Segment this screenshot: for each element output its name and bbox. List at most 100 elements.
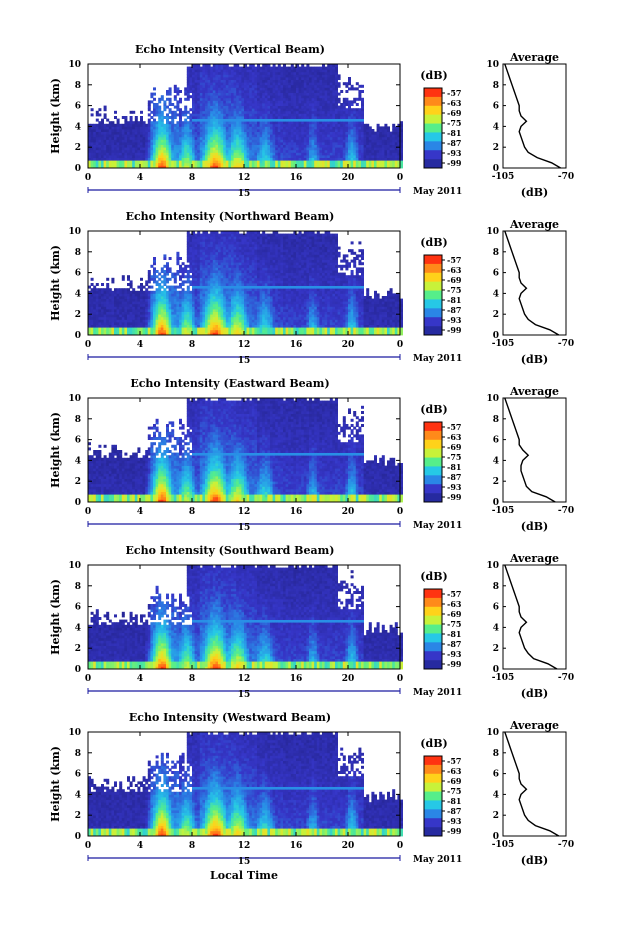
heatmap-cell bbox=[98, 129, 102, 132]
heatmap-cell bbox=[199, 285, 203, 289]
heatmap-cell bbox=[277, 108, 281, 112]
heatmap-cell bbox=[254, 87, 258, 91]
heatmap-cell bbox=[140, 129, 143, 132]
heatmap-cell bbox=[179, 264, 182, 268]
heatmap-cell bbox=[400, 139, 403, 143]
heatmap-cell bbox=[202, 118, 206, 122]
heatmap-cell bbox=[311, 165, 315, 169]
heatmap-cell bbox=[277, 118, 281, 122]
heatmap-cell bbox=[176, 126, 180, 130]
heatmap-cell bbox=[288, 152, 292, 156]
heatmap-cell bbox=[134, 303, 138, 307]
heatmap-cell bbox=[192, 296, 195, 299]
heatmap-cell bbox=[215, 69, 219, 73]
heatmap-cell bbox=[166, 329, 169, 333]
heatmap-cell bbox=[376, 160, 380, 164]
heatmap-cell bbox=[186, 149, 190, 153]
heatmap-cell bbox=[194, 87, 198, 91]
heatmap-cell bbox=[197, 244, 201, 247]
heatmap-cell bbox=[205, 90, 208, 93]
heatmap-cell bbox=[337, 126, 341, 130]
heatmap-cell bbox=[257, 155, 260, 158]
heatmap-cell bbox=[220, 157, 224, 161]
heatmap-cell bbox=[114, 296, 117, 299]
heatmap-cell bbox=[192, 165, 195, 169]
heatmap-cell bbox=[262, 108, 266, 112]
heatmap-cell bbox=[205, 288, 208, 292]
heatmap-cell bbox=[397, 165, 401, 169]
heatmap-cell bbox=[335, 110, 338, 114]
heatmap-cell bbox=[340, 116, 344, 119]
heatmap-cell bbox=[101, 324, 104, 328]
heatmap-cell bbox=[210, 147, 214, 151]
heatmap-cell bbox=[137, 155, 141, 158]
heatmap-cell bbox=[189, 267, 193, 271]
heatmap-cell bbox=[316, 100, 320, 104]
heatmap-cell bbox=[298, 66, 302, 70]
heatmap-cell bbox=[147, 149, 151, 153]
heatmap-cell bbox=[134, 311, 138, 315]
heatmap-cell bbox=[150, 303, 154, 307]
heatmap-cell bbox=[160, 298, 164, 302]
heatmap-cell bbox=[207, 142, 211, 145]
heatmap-cell bbox=[249, 97, 253, 101]
heatmap-cell bbox=[293, 136, 297, 140]
heatmap-cell bbox=[275, 152, 279, 156]
heatmap-cell bbox=[238, 142, 242, 145]
heatmap-cell bbox=[142, 290, 146, 294]
heatmap-cell bbox=[277, 79, 281, 83]
heatmap-cell bbox=[210, 131, 214, 135]
heatmap-cell bbox=[210, 241, 214, 245]
heatmap-cell bbox=[176, 332, 180, 336]
heatmap-cell bbox=[225, 92, 229, 96]
heatmap-cell bbox=[257, 103, 260, 106]
heatmap-cell bbox=[134, 118, 138, 122]
heatmap-cell bbox=[397, 152, 401, 156]
heatmap-cell bbox=[264, 82, 268, 86]
heatmap-cell bbox=[311, 118, 315, 122]
heatmap-cell bbox=[205, 160, 208, 164]
heatmap-cell bbox=[311, 100, 315, 104]
heatmap-cell bbox=[293, 110, 297, 114]
heatmap-cell bbox=[319, 147, 323, 151]
heatmap-cell bbox=[270, 149, 273, 153]
heatmap-cell bbox=[244, 82, 247, 86]
heatmap-cell bbox=[363, 152, 367, 156]
heatmap-cell bbox=[163, 165, 167, 169]
heatmap-cell bbox=[199, 241, 203, 245]
heatmap-cell bbox=[311, 90, 315, 93]
heatmap-cell bbox=[236, 105, 240, 109]
heatmap-cell bbox=[202, 108, 206, 112]
heatmap-cell bbox=[119, 144, 123, 148]
colorbar-tick-label: -81 bbox=[447, 128, 461, 138]
heatmap-cell bbox=[303, 149, 307, 153]
heatmap-cell bbox=[205, 272, 208, 276]
heatmap-cell bbox=[220, 71, 224, 75]
heatmap-cell bbox=[319, 165, 323, 169]
heatmap-cell bbox=[176, 319, 180, 323]
heatmap-cell bbox=[228, 131, 232, 135]
heatmap-cell bbox=[197, 108, 201, 112]
heatmap-cell bbox=[259, 134, 263, 138]
heatmap-cell bbox=[309, 142, 312, 145]
heatmap-cell bbox=[202, 87, 206, 91]
heatmap-cell bbox=[106, 309, 110, 312]
heatmap-cell bbox=[197, 92, 201, 96]
heatmap-cell bbox=[155, 311, 159, 315]
heatmap-cell bbox=[124, 306, 128, 310]
heatmap-cell bbox=[314, 121, 318, 125]
heatmap-cell bbox=[358, 116, 362, 119]
heatmap-cell bbox=[285, 74, 289, 78]
heatmap-cell bbox=[205, 270, 208, 273]
heatmap-cell bbox=[176, 155, 180, 158]
heatmap-cell bbox=[316, 66, 320, 70]
heatmap-cell bbox=[194, 116, 198, 119]
heatmap-cell bbox=[176, 134, 180, 138]
heatmap-cell bbox=[324, 162, 328, 166]
heatmap-cell bbox=[137, 332, 141, 336]
heatmap-cell bbox=[192, 71, 195, 75]
heatmap-cell bbox=[259, 113, 263, 117]
heatmap-cell bbox=[121, 303, 125, 307]
heatmap-cell bbox=[127, 306, 130, 310]
heatmap-cell bbox=[285, 121, 289, 125]
